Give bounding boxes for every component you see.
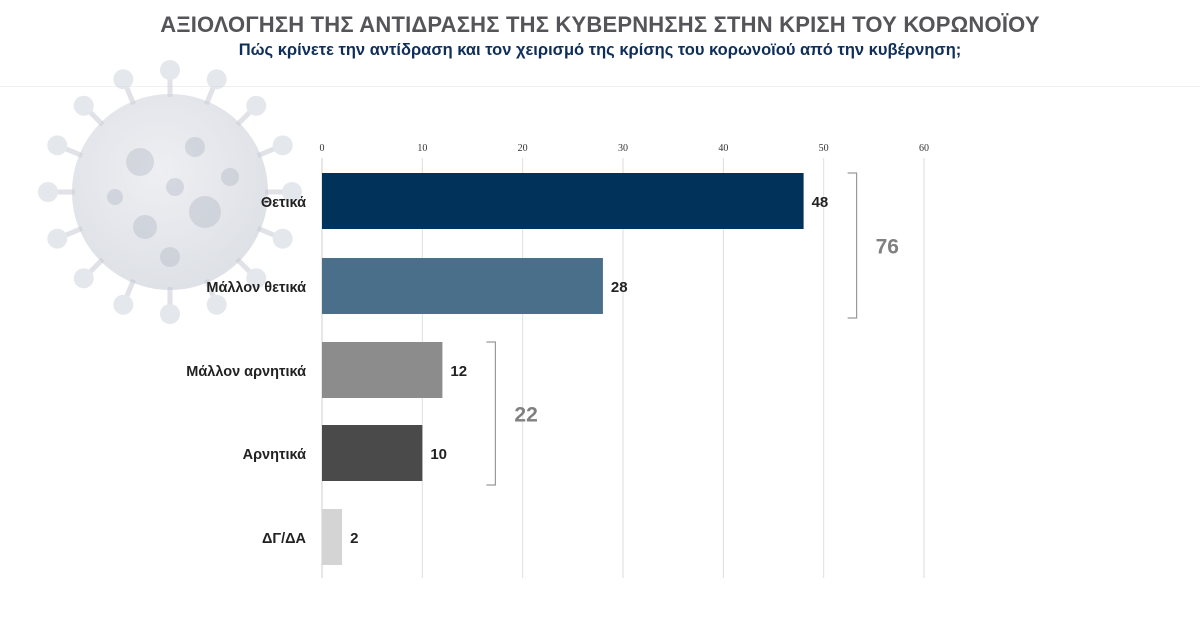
x-tick-label: 10 — [417, 143, 427, 154]
bar — [322, 258, 603, 314]
data-label: 10 — [430, 446, 447, 463]
x-tick-label: 50 — [819, 143, 829, 154]
chart-subtitle: Πώς κρίνετε την αντίδραση και τον χειρισ… — [238, 41, 962, 59]
x-tick-label: 40 — [718, 143, 728, 154]
bar — [322, 509, 343, 565]
group-bracket — [486, 341, 496, 486]
bar — [322, 342, 443, 398]
bar — [322, 425, 423, 481]
chart-title: ΑΞΙΟΛΟΓΗΣΗ ΤΗΣ ΑΝΤΙΔΡΑΣΗΣ ΤΗΣ ΚΥΒΕΡΝΗΣΗΣ… — [160, 12, 1040, 37]
data-label: 48 — [812, 194, 829, 211]
data-label: 12 — [450, 363, 467, 380]
group-total-label: 76 — [876, 236, 899, 259]
data-label: 28 — [611, 279, 628, 296]
x-tick-label: 0 — [320, 143, 325, 154]
bar — [322, 173, 804, 229]
category-label: Μάλλον θετικά — [206, 280, 306, 296]
data-label: 2 — [350, 530, 358, 547]
x-tick-label: 20 — [518, 143, 528, 154]
x-tick-label: 60 — [919, 143, 929, 154]
x-tick-label: 30 — [618, 143, 628, 154]
group-total-label: 22 — [514, 404, 537, 427]
category-label: Μάλλον αρνητικά — [186, 364, 306, 380]
category-label: ΔΓ/ΔΑ — [262, 531, 307, 547]
group-bracket — [847, 172, 858, 319]
category-label: Αρνητικά — [243, 447, 306, 463]
coronavirus-icon — [38, 60, 302, 324]
header-divider — [0, 86, 1200, 87]
category-label: Θετικά — [261, 195, 306, 211]
